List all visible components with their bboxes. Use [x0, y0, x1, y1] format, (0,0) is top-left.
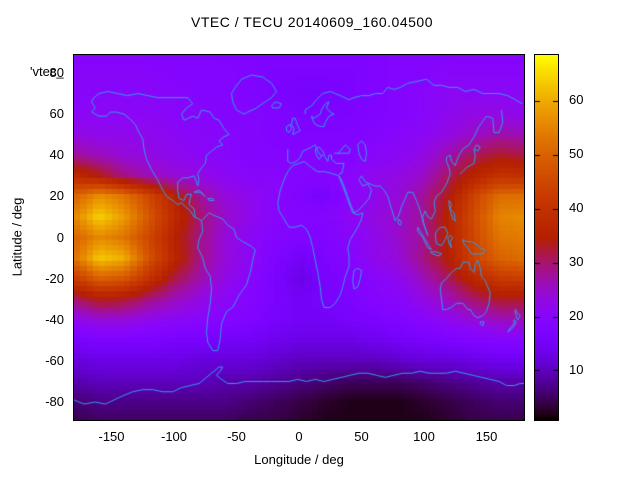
y-tick-label: 40: [49, 147, 64, 163]
x-tick-label: -100: [160, 429, 188, 444]
overlay-key-label: 'vtec_: [30, 64, 64, 79]
x-tick-label: 50: [354, 429, 369, 444]
x-tick-label: 150: [475, 429, 498, 444]
y-tick-label: 0: [56, 229, 64, 245]
colorbar-tick-label: 20: [569, 308, 584, 324]
y-tick-label: -80: [45, 394, 64, 409]
y-tick-label: -20: [45, 270, 64, 286]
y-tick-label: 80: [49, 64, 64, 80]
colorbar-canvas: [534, 54, 559, 421]
colorbar-tick-label: 50: [569, 146, 584, 162]
x-tick-label: 0: [295, 429, 303, 444]
x-tick-label: 100: [413, 429, 435, 444]
y-tick-label: -40: [45, 311, 64, 327]
y-tick-label: -60: [45, 352, 64, 368]
colorbar-tick-label: 60: [569, 91, 584, 107]
chart-title: VTEC / TECU 20140609_160.04500: [190, 14, 433, 30]
x-tick-label: -50: [227, 429, 246, 444]
colorbar-tick-label: 40: [569, 200, 584, 216]
x-tick-label: -150: [98, 429, 125, 444]
y-tick-label: 20: [49, 188, 64, 204]
y-tick-label: 60: [49, 106, 64, 122]
colorbar-tick-label: 30: [569, 254, 584, 270]
y-axis-label: Latitude / deg: [9, 197, 25, 277]
colorbar-tick-label: 10: [569, 362, 584, 378]
heatmap-canvas: [73, 54, 525, 421]
x-axis-label: Longitude / deg: [254, 452, 344, 467]
